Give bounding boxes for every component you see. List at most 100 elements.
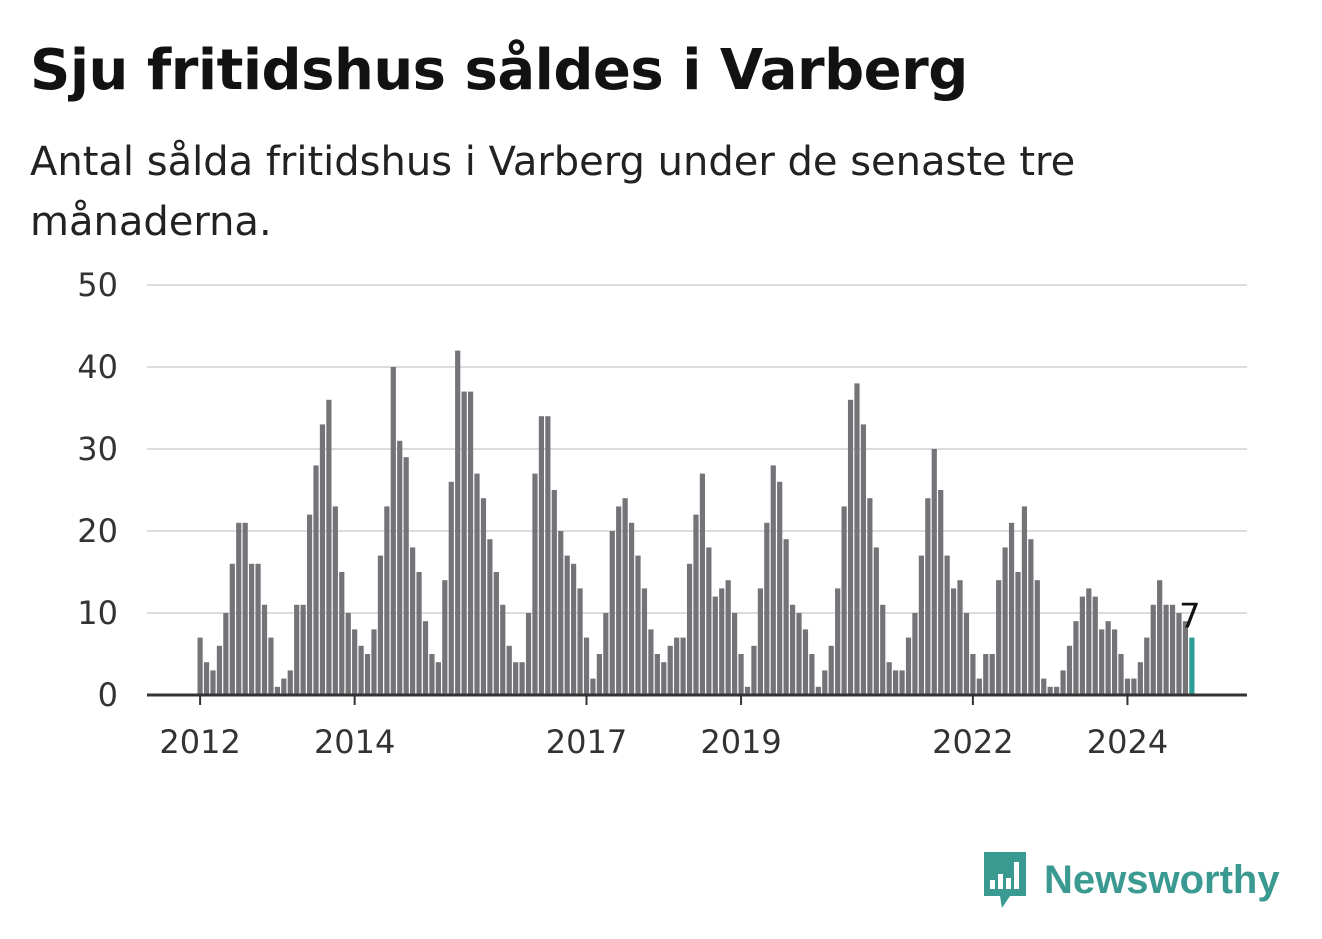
- bar: [390, 367, 396, 695]
- bar: [1176, 613, 1182, 695]
- bar: [603, 613, 609, 695]
- bar: [551, 490, 557, 695]
- bar: [487, 539, 493, 695]
- bar: [886, 662, 892, 695]
- brand-name: Newsworthy: [1044, 857, 1280, 902]
- bar: [938, 490, 944, 695]
- bar: [448, 481, 454, 695]
- bar: [1047, 686, 1053, 695]
- bar: [352, 629, 358, 695]
- bar: [474, 473, 480, 695]
- bar: [802, 629, 809, 695]
- bar: [1002, 547, 1008, 695]
- bar: [873, 547, 879, 695]
- y-tick-label: 20: [77, 512, 118, 550]
- bar: [783, 539, 789, 695]
- bar: [1169, 604, 1176, 695]
- bar: [770, 465, 776, 695]
- bar: [777, 481, 783, 695]
- bar: [1066, 645, 1073, 695]
- bar: [416, 572, 422, 695]
- newsworthy-logo-icon: [984, 852, 1026, 908]
- bar: [1015, 572, 1021, 695]
- bar: [1008, 522, 1015, 695]
- bar: [706, 547, 712, 695]
- newsworthy-logo: Newsworthy: [980, 850, 1280, 910]
- bar: [1150, 604, 1156, 695]
- bar: [918, 555, 924, 695]
- bar: [732, 613, 738, 695]
- y-tick-label: 50: [77, 266, 118, 304]
- bar: [1086, 588, 1092, 695]
- bar: [358, 645, 364, 695]
- bar: [326, 399, 332, 695]
- bar: [255, 563, 261, 695]
- bar: [203, 662, 210, 695]
- bar: [513, 662, 519, 695]
- bar: [989, 654, 995, 695]
- bar: [197, 637, 203, 695]
- bar: [1131, 678, 1137, 695]
- bar: [410, 547, 416, 695]
- bar-highlight: [1189, 637, 1195, 695]
- bar: [583, 637, 590, 695]
- bar: [815, 686, 821, 695]
- bar: [860, 424, 867, 695]
- bar: [1099, 629, 1105, 695]
- bar: [1144, 637, 1150, 695]
- x-tick-label: 2019: [700, 723, 781, 761]
- bar: [249, 563, 255, 695]
- bar: [223, 613, 229, 695]
- bar: [268, 637, 274, 695]
- bar: [686, 563, 693, 695]
- bar: [442, 580, 448, 695]
- bar: [744, 686, 751, 695]
- bar: [538, 416, 545, 695]
- bar: [757, 588, 763, 695]
- bar: [764, 522, 770, 695]
- bar: [571, 563, 577, 695]
- bar: [1105, 621, 1111, 695]
- bar: [841, 506, 847, 695]
- bar: [313, 465, 319, 695]
- bar: [996, 580, 1002, 695]
- bar: [828, 645, 834, 695]
- bar: [699, 473, 706, 695]
- bar: [377, 555, 384, 695]
- page-title: Sju fritidshus såldes i Varberg: [30, 38, 968, 103]
- bar: [1137, 662, 1143, 695]
- bar: [532, 473, 538, 695]
- bar: [880, 604, 886, 695]
- bar: [712, 596, 718, 695]
- bar: [661, 662, 667, 695]
- bar: [493, 572, 499, 695]
- bar: [693, 514, 699, 695]
- bar: [506, 645, 512, 695]
- bar: [622, 498, 628, 695]
- bar: [1073, 621, 1079, 695]
- bar: [667, 645, 673, 695]
- bar: [1092, 596, 1098, 695]
- bar: [596, 654, 602, 695]
- bar: [281, 678, 287, 695]
- bar: [1021, 506, 1028, 695]
- bar: [1041, 678, 1047, 695]
- bar: [976, 678, 982, 695]
- bar: [558, 531, 564, 695]
- bar: [609, 531, 615, 695]
- x-tick-label: 2022: [932, 723, 1013, 761]
- bar: [294, 604, 300, 695]
- y-tick-label: 30: [77, 430, 118, 468]
- bar: [854, 383, 860, 695]
- bar: [210, 670, 216, 695]
- bar: [680, 637, 686, 695]
- bar: [674, 637, 680, 695]
- bar: [261, 604, 268, 695]
- bar: [905, 637, 912, 695]
- bar: [1111, 629, 1118, 695]
- bar: [628, 522, 635, 695]
- bar: [300, 604, 306, 695]
- y-tick-label: 40: [77, 348, 118, 386]
- bar: [319, 424, 326, 695]
- bar: [519, 662, 525, 695]
